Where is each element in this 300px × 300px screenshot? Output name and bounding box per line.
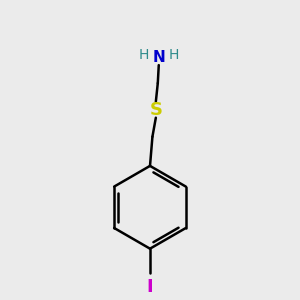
Text: I: I bbox=[147, 278, 153, 296]
Text: N: N bbox=[152, 50, 165, 65]
Text: H: H bbox=[168, 48, 178, 62]
Text: S: S bbox=[149, 101, 162, 119]
Text: H: H bbox=[139, 48, 149, 62]
